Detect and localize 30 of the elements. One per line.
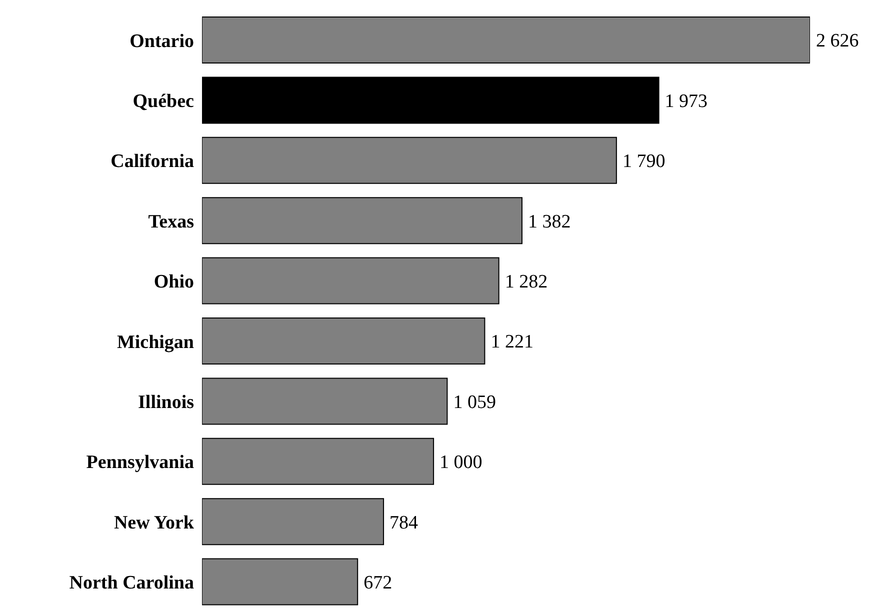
data-label: 784 (390, 512, 419, 534)
bar (202, 136, 617, 184)
data-label: 1 382 (528, 211, 571, 232)
y-tick-label: Ontario (130, 30, 194, 52)
bar (202, 76, 660, 124)
data-label: 1 000 (440, 452, 482, 474)
y-tick-label: Michigan (116, 332, 194, 353)
y-tick-label: Ohio (154, 272, 194, 293)
bar (202, 257, 500, 304)
bar (202, 318, 486, 364)
y-tick-label: Pennsylvania (86, 452, 194, 474)
y-tick-label: Illinois (138, 392, 194, 414)
data-label: 1 059 (453, 392, 496, 413)
bar (202, 558, 358, 606)
y-tick-label: North Carolina (69, 572, 194, 594)
data-label: 1 282 (504, 271, 548, 292)
data-label: 2 626 (816, 30, 859, 52)
y-tick-label: New York (114, 512, 194, 534)
y-tick-label: California (110, 151, 194, 172)
bar (202, 16, 810, 64)
bar (202, 498, 384, 546)
bar (202, 197, 522, 244)
data-label: 1 221 (490, 332, 534, 353)
y-tick-label: Texas (148, 211, 194, 232)
data-label: 1 790 (622, 151, 666, 172)
data-label: 672 (364, 572, 392, 594)
bar (202, 378, 448, 425)
bar (202, 438, 434, 485)
data-label: 1 973 (664, 90, 708, 112)
y-tick-label: Québec (132, 91, 194, 112)
